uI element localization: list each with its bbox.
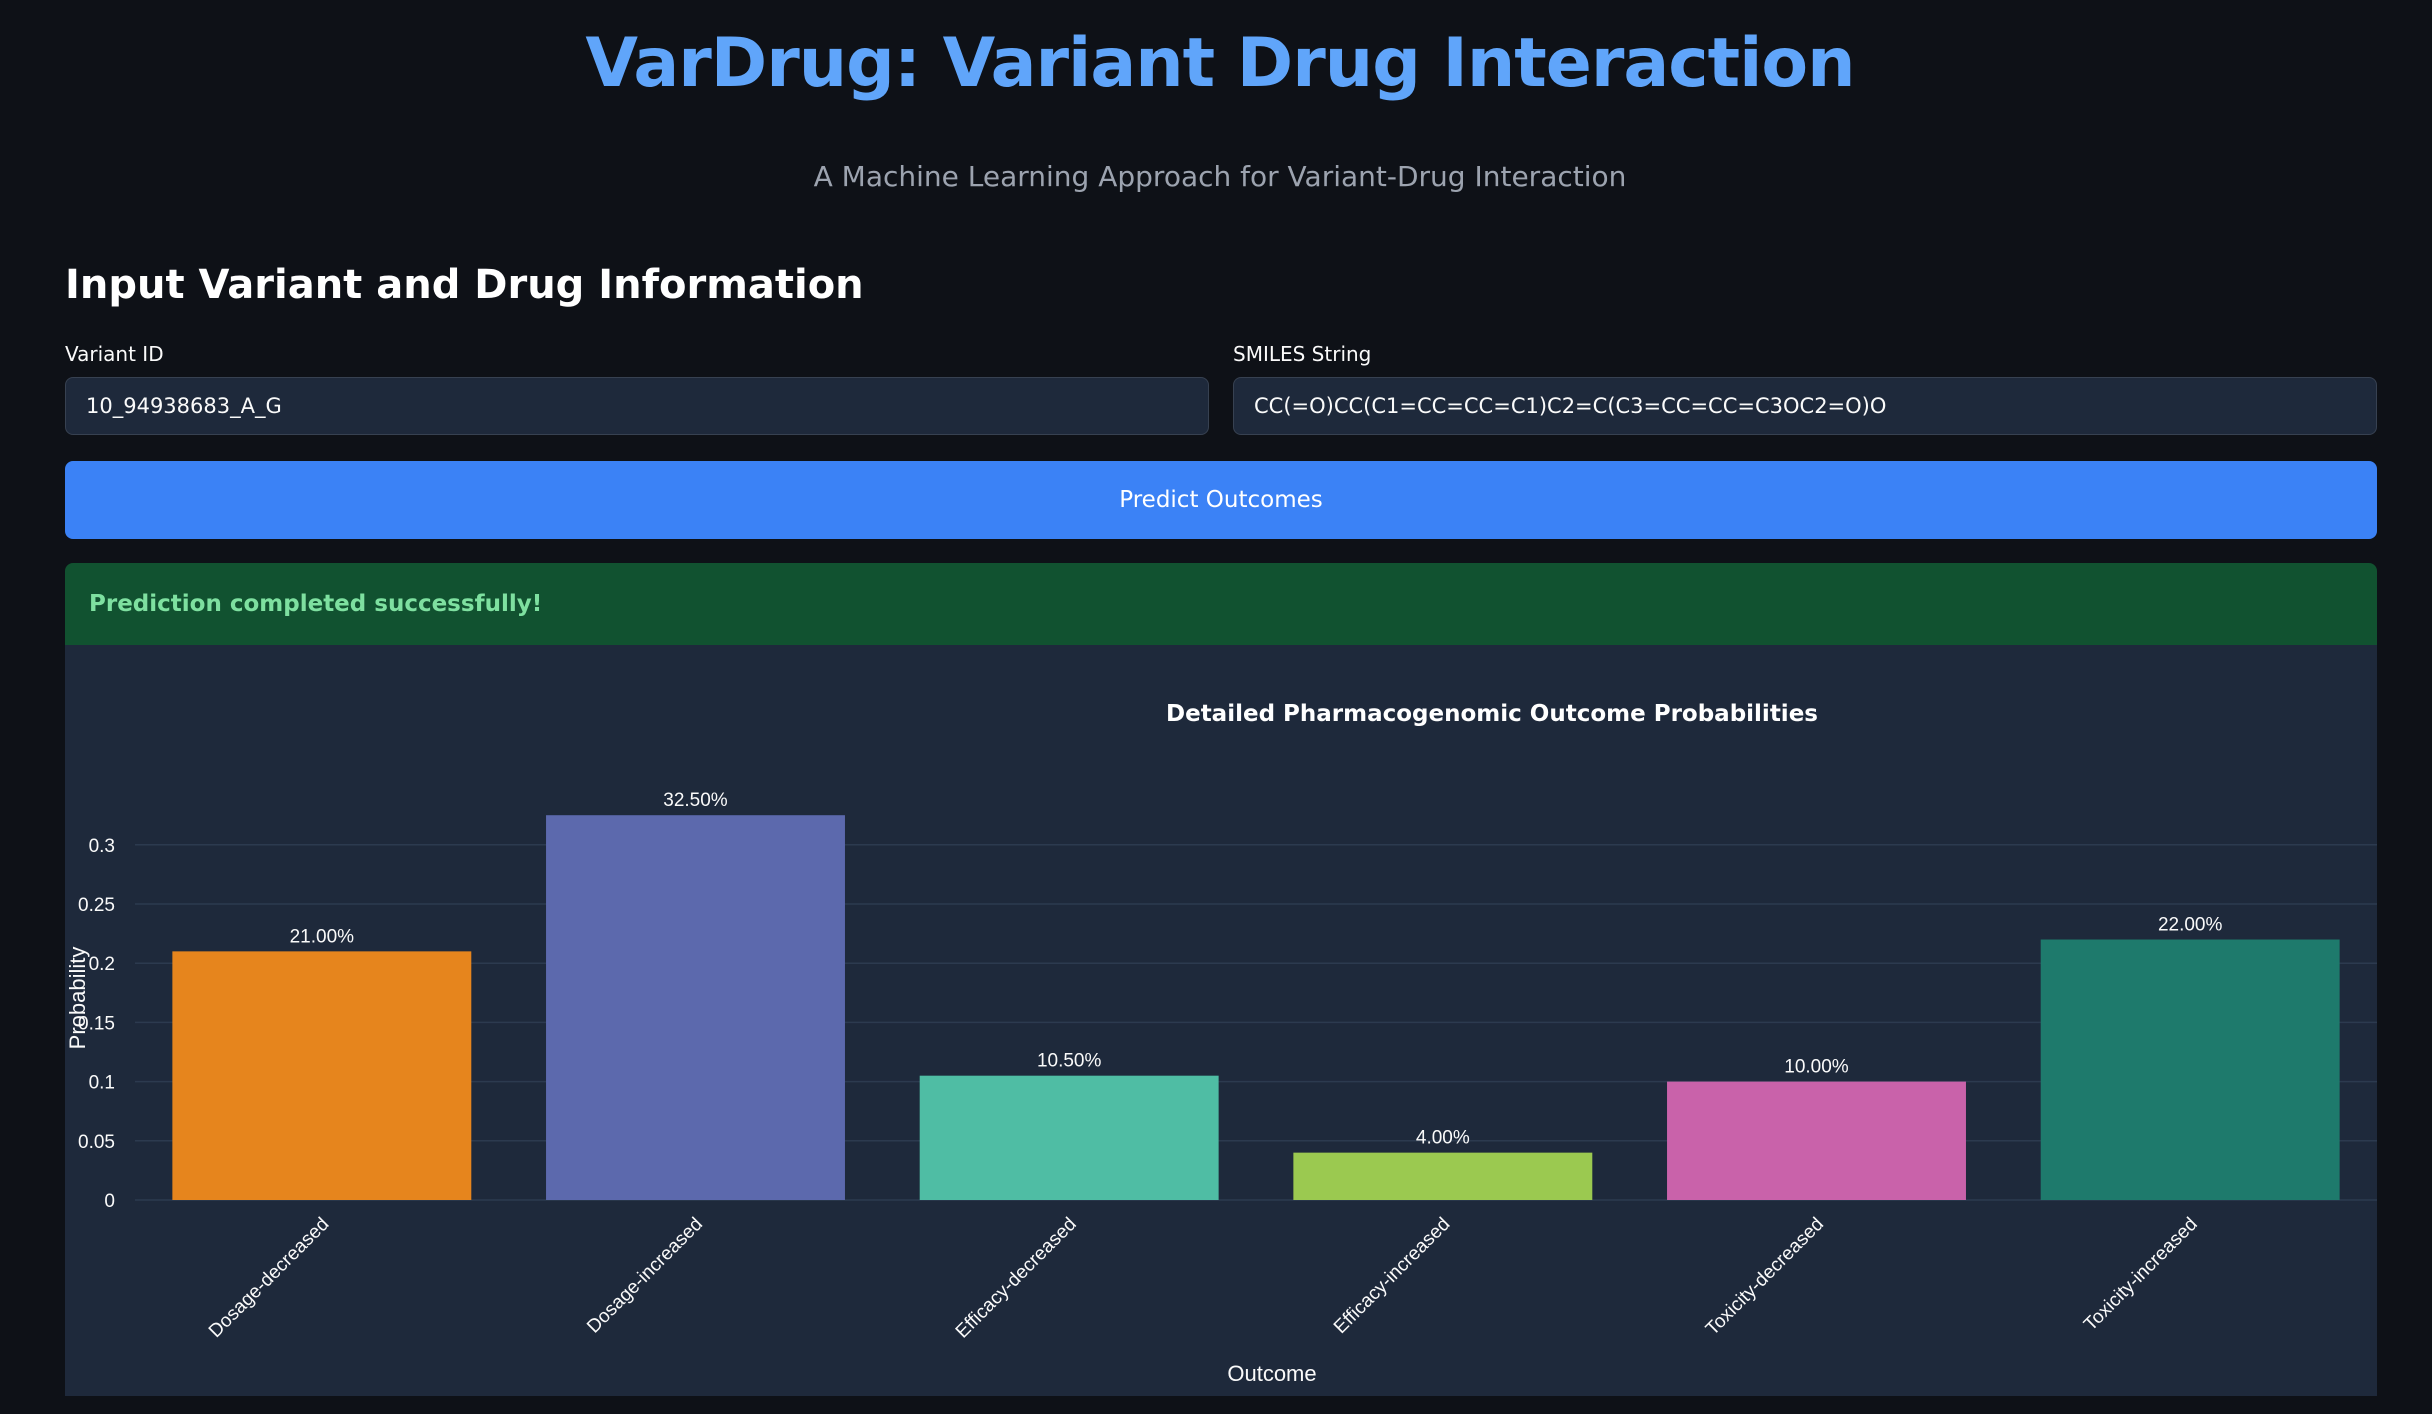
x-tick-label: Efficacy-decreased	[952, 1214, 1081, 1343]
bar-data-label: 22.00%	[2158, 915, 2223, 936]
success-message: Prediction completed successfully!	[89, 591, 543, 617]
chart-title: Detailed Pharmacogenomic Outcome Probabi…	[1166, 701, 1818, 727]
y-tick-label: 0.05	[78, 1132, 115, 1153]
app-subtitle: A Machine Learning Approach for Variant-…	[813, 160, 1627, 193]
bar-data-label: 10.50%	[1037, 1051, 1102, 1072]
smiles-label: SMILES String	[1233, 342, 1372, 366]
x-axis-label: Outcome	[1227, 1361, 1316, 1386]
y-axis-label: Probability	[65, 947, 90, 1050]
bar-efficacy-decreased	[919, 1075, 1219, 1200]
bar-efficacy-increased	[1293, 1152, 1593, 1200]
variant-id-input[interactable]	[65, 377, 1209, 435]
x-tick-label: Dosage-decreased	[205, 1214, 333, 1342]
chart-panel: 0 0.05 0.1 0.15 0.2 0.25 0.3 21.00% Dosage-decre…	[65, 645, 2377, 1396]
smiles-input[interactable]	[1233, 377, 2377, 435]
bar-dosage-increased	[546, 815, 845, 1200]
y-tick-label: 0.1	[89, 1073, 115, 1094]
bar-data-label: 32.50%	[663, 790, 728, 811]
y-tick-label: 0	[104, 1191, 115, 1212]
bar-data-label: 10.00%	[1784, 1057, 1849, 1078]
predict-outcomes-button[interactable]: Predict Outcomes	[65, 461, 2377, 539]
bar-toxicity-increased	[2040, 939, 2340, 1200]
bar-data-label: 21.00%	[290, 926, 355, 947]
app-title: VarDrug: Variant Drug Interaction	[585, 24, 1855, 103]
success-alert: Prediction completed successfully!	[65, 563, 2377, 645]
x-tick-label: Toxicity-increased	[2080, 1214, 2202, 1336]
section-heading: Input Variant and Drug Information	[65, 262, 864, 308]
x-tick-label: Dosage-increased	[583, 1214, 707, 1338]
outcome-probability-chart: 0 0.05 0.1 0.15 0.2 0.25 0.3 21.00% Dosage-decre…	[65, 701, 2377, 1386]
bar-toxicity-decreased	[1667, 1081, 1966, 1200]
y-tick-label: 0.15	[78, 1013, 115, 1034]
y-tick-label: 0.3	[89, 836, 115, 857]
bar-dosage-decreased	[172, 951, 472, 1200]
variant-id-label: Variant ID	[65, 342, 164, 366]
y-tick-label: 0.2	[89, 954, 115, 975]
x-tick-label: Toxicity-decreased	[1702, 1214, 1828, 1340]
y-tick-label: 0.25	[78, 895, 115, 916]
x-tick-label: Efficacy-increased	[1330, 1214, 1454, 1338]
bar-data-label: 4.00%	[1416, 1128, 1470, 1149]
